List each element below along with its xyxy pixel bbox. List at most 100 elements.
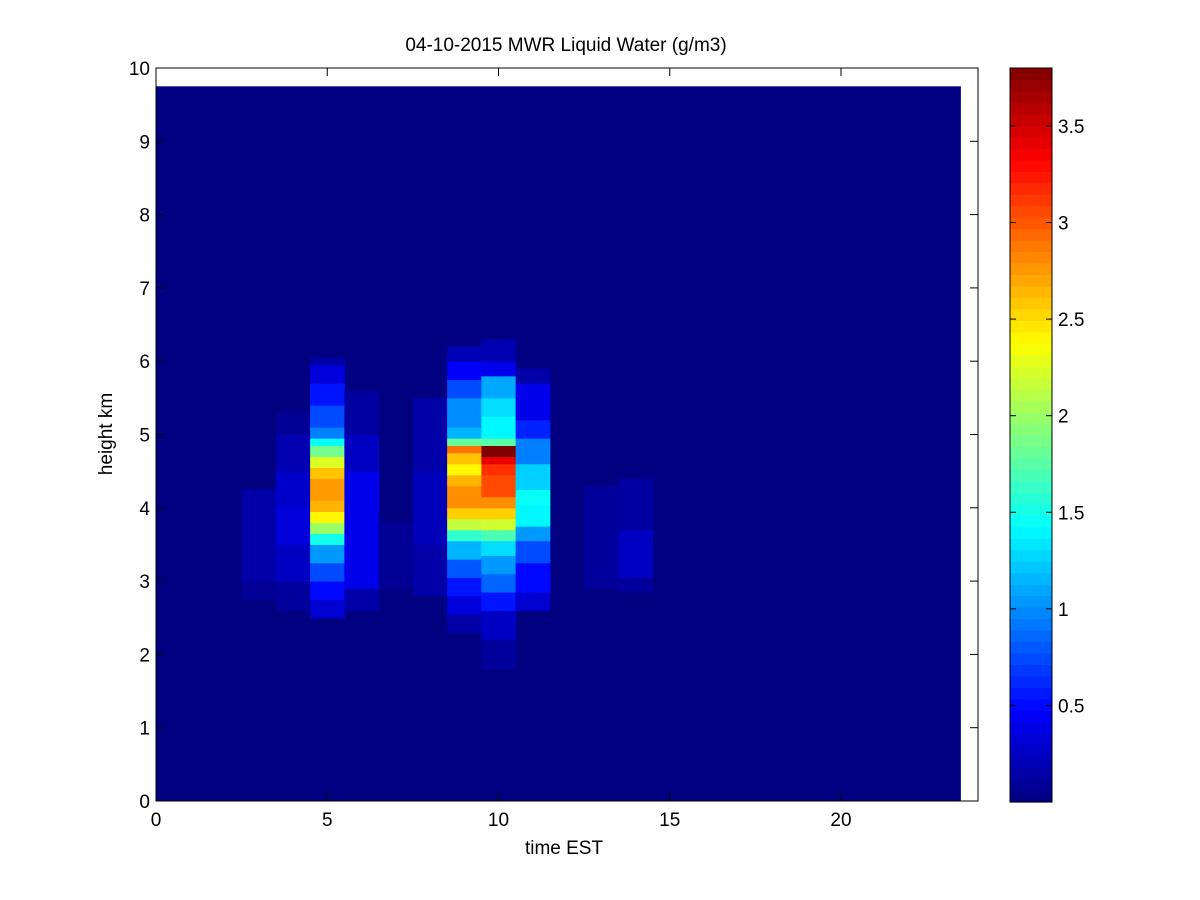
heatmap-cell [275, 471, 311, 509]
colorbar-band [1010, 412, 1052, 425]
heatmap-cell [584, 485, 619, 589]
heatmap-cell [344, 434, 380, 472]
heatmap-cell [447, 577, 482, 597]
heatmap-cell [447, 397, 482, 428]
heatmap-cell [515, 504, 551, 527]
colorbar-tick-label: 3.5 [1058, 117, 1084, 138]
heatmap-cell [481, 610, 517, 641]
heatmap-cell [310, 599, 345, 619]
colorbar-tick-label: 1.5 [1058, 503, 1084, 524]
colorbar-band [1010, 469, 1052, 482]
heatmap-cell [412, 397, 448, 472]
heatmap-cell [481, 573, 517, 593]
x-tick-label: 0 [151, 810, 162, 831]
y-tick-label: 7 [139, 279, 150, 300]
colorbar-band [1010, 90, 1052, 104]
colorbar-tick-label: 2.5 [1058, 310, 1084, 331]
colorbar-band [1010, 446, 1052, 459]
heatmap-cell [310, 405, 345, 428]
heatmap-cell [481, 463, 517, 476]
heatmap-cell [310, 364, 345, 384]
heatmap-cell [310, 456, 345, 468]
colorbar-band [1010, 182, 1052, 195]
colorbar-band [1010, 68, 1052, 81]
colorbar-band [1010, 675, 1052, 688]
y-tick-label: 5 [139, 426, 150, 447]
heatmap-cell [447, 529, 482, 542]
x-tick-label: 20 [830, 810, 851, 831]
y-tick-label: 0 [139, 792, 150, 813]
heatmap-cell [447, 346, 482, 362]
heatmap-cells [156, 86, 961, 801]
colorbar-frame [1009, 67, 1053, 803]
colorbar-band [1010, 435, 1052, 448]
y-tick-label: 10 [129, 59, 150, 80]
colorbar-tick-label: 3 [1058, 214, 1069, 235]
heatmap-cell [447, 361, 482, 381]
heatmap-cell [310, 467, 345, 479]
colorbar-band [1010, 159, 1052, 172]
colorbar-tick-label: 1 [1058, 600, 1069, 621]
heatmap-cell [275, 581, 311, 611]
heatmap-cell [515, 419, 551, 439]
heatmap-cell [447, 474, 482, 487]
heatmap-cell [515, 438, 551, 465]
colorbar-band [1010, 377, 1052, 390]
heatmap-cell [481, 438, 517, 446]
colorbar-band [1010, 331, 1052, 344]
colorbar-band [1010, 721, 1052, 734]
colorbar-band [1010, 641, 1052, 654]
colorbar-band [1010, 710, 1052, 723]
heatmap-cell [618, 577, 654, 593]
heatmap-cell [412, 544, 448, 597]
colorbar-band [1010, 366, 1052, 379]
colorbar-band [1010, 503, 1052, 516]
heatmap-cell [241, 489, 277, 582]
heatmap-plot-area[interactable] [155, 67, 979, 802]
heatmap-cell [481, 456, 517, 465]
heatmap-cell [412, 471, 448, 545]
colorbar-band [1010, 171, 1052, 184]
heatmap-cell [515, 383, 551, 421]
colorbar-band [1010, 343, 1052, 356]
heatmap-cell [481, 397, 517, 417]
colorbar-band [1010, 629, 1052, 643]
heatmap-cell [447, 379, 482, 399]
heatmap-cell [447, 595, 482, 615]
colorbar-band [1010, 515, 1052, 528]
colorbar-ticks: 0.5 1 1.5 2 2.5 3 3.5 [1010, 117, 1084, 717]
heatmap-cell [310, 445, 345, 457]
colorbar-band [1010, 102, 1052, 115]
heatmap-cell [344, 588, 380, 611]
heatmap-cell [447, 540, 482, 560]
colorbar-band [1010, 687, 1052, 700]
heatmap-cell [310, 383, 345, 406]
heatmap-cell [481, 445, 517, 457]
heatmap-cell [515, 368, 551, 384]
heatmap-cell [310, 533, 345, 545]
colorbar-band [1010, 354, 1052, 367]
heatmap-cell [481, 555, 517, 575]
colorbar-band [1010, 572, 1052, 585]
colorbar-band [1010, 526, 1052, 539]
heatmap-cell [447, 485, 482, 509]
colorbar-band [1010, 228, 1052, 241]
y-tick-label: 9 [139, 132, 150, 153]
colorbar-band [1010, 297, 1052, 310]
colorbar-band [1010, 125, 1052, 138]
x-tick-label: 15 [659, 810, 680, 831]
colorbar-band [1010, 320, 1052, 333]
colorbar-band [1010, 148, 1052, 161]
heatmap-cell [515, 489, 551, 505]
heatmap-cell [481, 496, 517, 509]
heatmap-cell [447, 463, 482, 476]
colorbar-tick-label: 0.5 [1058, 696, 1084, 717]
colorbar-band [1010, 733, 1052, 746]
heatmap-cell [275, 544, 311, 582]
heatmap-cell [378, 522, 414, 589]
heatmap-cell [310, 544, 345, 564]
y-tick-label: 8 [139, 206, 150, 227]
heatmap-cell [447, 445, 482, 454]
heatmap-cell [447, 559, 482, 578]
colorbar-band [1010, 756, 1052, 769]
